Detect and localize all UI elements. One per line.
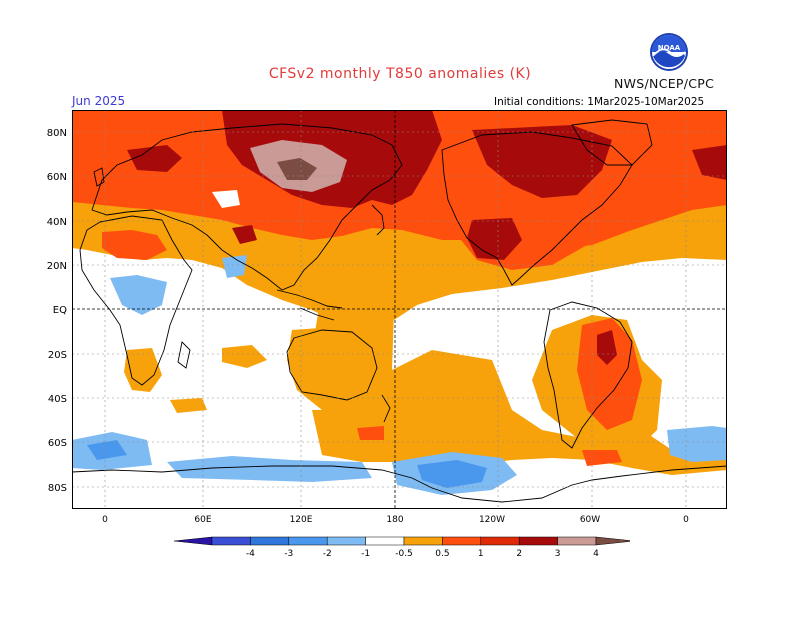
anomaly-lightblue-africa	[110, 275, 167, 315]
coast-antarctica	[72, 465, 727, 503]
anomaly-darkred-canada	[472, 125, 612, 198]
equator-dateline	[72, 110, 727, 509]
anomaly-orange-south-indian	[170, 398, 207, 413]
anomaly-white-mideast	[212, 190, 240, 208]
noaa-logo: NOAA	[650, 33, 688, 71]
anomaly-redorange-southamerica	[577, 318, 642, 430]
coast-australia	[286, 329, 378, 401]
anomaly-lightblue-antarctic-indian	[167, 456, 372, 482]
coast-madagascar	[177, 341, 191, 369]
coast-indonesia	[276, 289, 343, 321]
colorbar-tick-label: 4	[593, 549, 599, 559]
lon-label-180: 180	[386, 515, 403, 525]
colorbar-box	[288, 536, 328, 546]
anomaly-orange-australia	[287, 325, 377, 410]
lon-label-60w: 60W	[580, 515, 600, 525]
map-title: CFSv2 monthly T850 anomalies (K)	[268, 66, 532, 82]
colorbar-box	[442, 536, 482, 546]
lat-label-60s: 60S	[48, 438, 67, 449]
coast-new-zealand	[381, 394, 391, 423]
anomaly-map	[72, 110, 727, 509]
coast-japan	[371, 204, 385, 236]
agency-label: NWS/NCEP/CPC	[614, 76, 715, 91]
graticule	[72, 110, 727, 509]
anomaly-redorange-southpacific	[357, 426, 384, 440]
colorbar-arrow-high	[595, 536, 630, 546]
colorbar-tick-label: 1	[478, 549, 484, 559]
lat-label-40n: 40N	[47, 217, 67, 228]
logo-text: NOAA	[658, 44, 681, 52]
lat-label-60n: 60N	[47, 172, 67, 183]
axis-labels: 80N 60N 40N 20N EQ 20S 40S 60S 80S 0 60E…	[47, 128, 689, 525]
initial-conditions: Initial conditions: 1Mar2025-10Mar2025	[494, 96, 705, 108]
colorbar-legend: -4 -3 -2 -1 -0.5 0.5 1 2 3 4	[173, 536, 630, 559]
colorbar-tick-label: -2	[323, 549, 332, 559]
coast-africa	[79, 215, 193, 386]
colorbar-arrow-low	[173, 536, 213, 546]
colorbar-box	[480, 536, 520, 546]
colorbar-tick-label: -4	[246, 549, 255, 559]
colorbar-box	[365, 536, 405, 546]
lon-label-60e: 60E	[194, 515, 211, 525]
colorbar-tick-label: 3	[555, 549, 561, 559]
coast-eurasia	[91, 123, 403, 291]
lat-label-80n: 80N	[47, 128, 67, 139]
colorbar-tick-label: 0.5	[435, 549, 449, 559]
coast-south-america	[543, 301, 633, 449]
anomaly-blue-indian-south	[87, 440, 127, 460]
anomaly-redorange-northafrica	[102, 230, 167, 260]
lat-label-20s: 20S	[48, 350, 67, 361]
colorbar-tick-label: -1	[361, 549, 370, 559]
anomaly-blue-ross-sea	[417, 460, 487, 488]
colorbar-tick-label: -3	[284, 549, 293, 559]
coast-uk	[93, 167, 105, 187]
lat-label-20n: 20N	[47, 261, 67, 272]
colorbar-box	[557, 536, 597, 546]
anomaly-brown-siberia	[277, 158, 317, 180]
lat-label-80s: 80S	[48, 483, 67, 494]
anomaly-darkred-arctic-east	[692, 145, 727, 180]
anomaly-darkred-asia	[232, 225, 257, 244]
anomaly-darkred-europe	[127, 145, 182, 172]
colorbar-box	[518, 536, 558, 546]
colorbar-box	[326, 536, 366, 546]
coastlines	[72, 119, 727, 503]
coast-greenland	[571, 119, 653, 166]
lat-label-eq: EQ	[53, 305, 67, 316]
anomaly-orange-indian	[222, 345, 267, 368]
anomaly-lightblue-south-atlantic	[667, 426, 727, 462]
map-frame	[72, 110, 727, 509]
anomaly-lightblue-arabia	[222, 255, 247, 278]
forecast-period: Jun 2025	[72, 94, 126, 108]
colorbar-box	[403, 536, 443, 546]
anomaly-darkred-southamerica	[597, 330, 617, 365]
colorbar-box	[250, 536, 290, 546]
lon-label-0: 0	[102, 515, 108, 525]
colorbar-tick-label: -0.5	[395, 549, 413, 559]
colorbar-tick-label: 2	[516, 549, 522, 559]
colorbar-box	[211, 536, 251, 546]
lat-label-40s: 40S	[48, 394, 67, 405]
anomaly-orange-africa-south	[124, 348, 162, 392]
lon-label-120e: 120E	[290, 515, 313, 525]
lon-label-0-east: 0	[683, 515, 689, 525]
lon-label-120w: 120W	[479, 515, 505, 525]
